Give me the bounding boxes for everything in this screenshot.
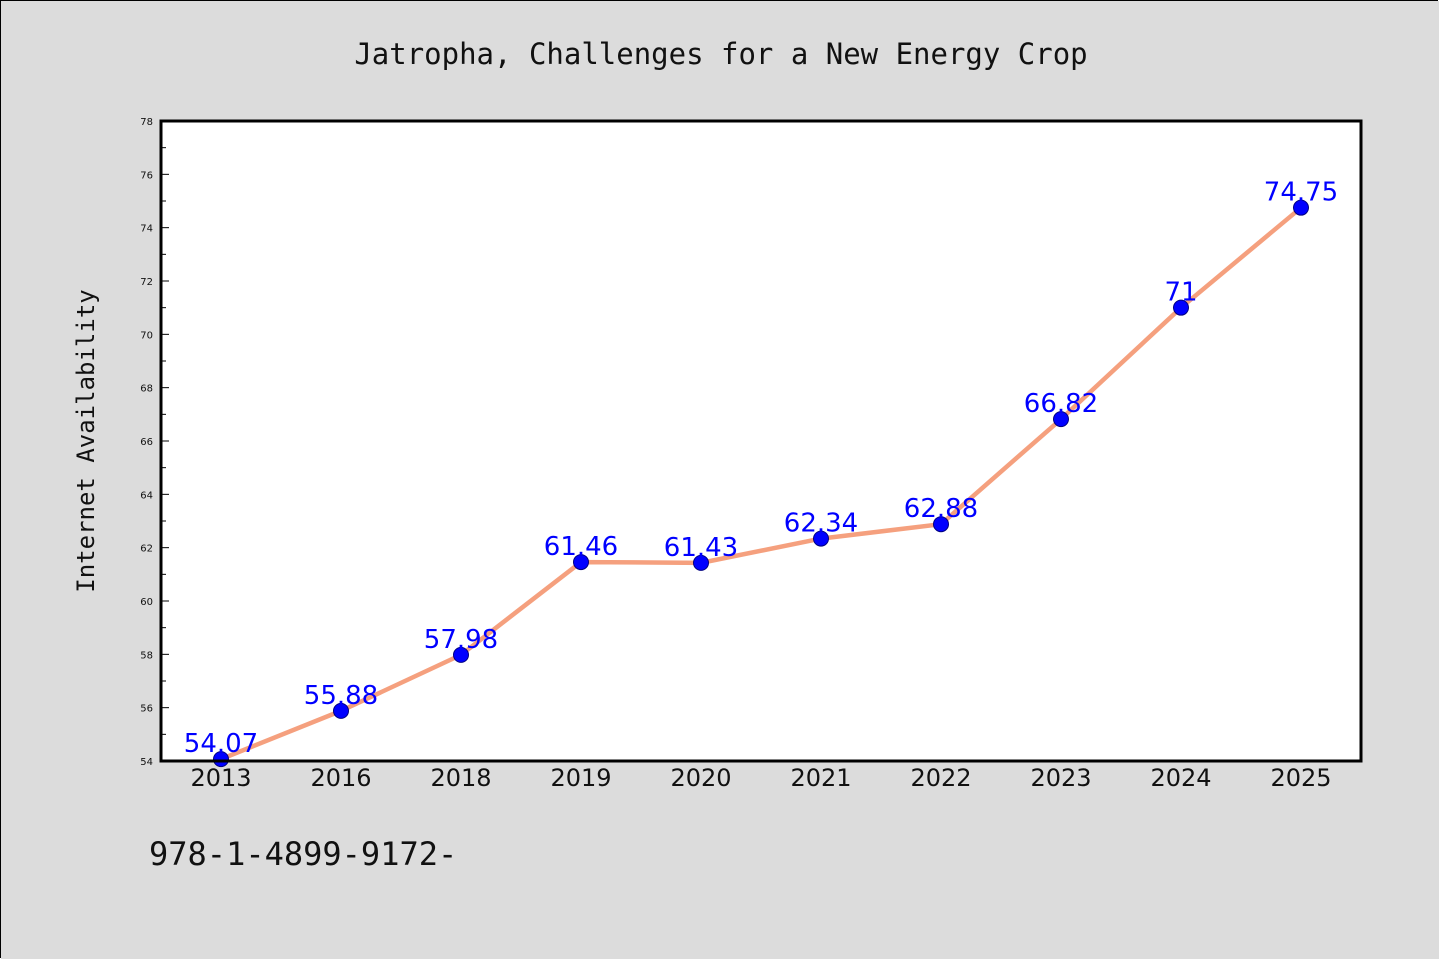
y-tick-label: 66 — [140, 437, 153, 448]
data-label: 61.46 — [544, 532, 618, 562]
plot-area — [161, 121, 1361, 761]
data-point — [693, 554, 709, 571]
x-tick-label: 2025 — [1270, 764, 1331, 792]
y-tick-label: 68 — [140, 384, 153, 395]
x-tick-label: 2022 — [910, 764, 971, 792]
x-tick-label: 2019 — [550, 764, 611, 792]
data-label: 66.82 — [1024, 389, 1098, 419]
data-label: 57.98 — [424, 625, 498, 655]
footer-isbn: 978-1-4899-9172- — [149, 835, 457, 873]
y-tick-label: 58 — [140, 650, 153, 661]
x-tick-label: 2021 — [790, 764, 851, 792]
x-tick-label: 2018 — [430, 764, 491, 792]
data-point — [813, 530, 829, 547]
data-point — [1293, 199, 1309, 216]
data-label: 61.43 — [664, 533, 738, 563]
data-point — [333, 702, 349, 719]
data-label: 55.88 — [304, 681, 378, 711]
y-axis-label: Internet Availability — [72, 289, 100, 592]
y-tick-label: 60 — [140, 597, 153, 608]
y-tick-label: 74 — [140, 224, 153, 235]
chart-title: Jatropha, Challenges for a New Energy Cr… — [354, 37, 1087, 71]
y-tick-label: 62 — [140, 544, 153, 555]
x-axis: 2013 2016 2018 2019 2020 2021 2022 2023 2024 2025 — [190, 764, 1331, 792]
x-tick-label: 2024 — [1150, 764, 1211, 792]
series-line — [218, 205, 1304, 762]
data-point — [573, 554, 589, 571]
x-tick-label: 2020 — [670, 764, 731, 792]
data-point — [453, 646, 469, 663]
data-points — [213, 199, 1309, 768]
data-point — [213, 751, 229, 768]
data-point — [1053, 411, 1069, 428]
x-tick-label: 2013 — [190, 764, 251, 792]
data-label: 74.75 — [1264, 178, 1338, 208]
data-label: 54.07 — [184, 729, 258, 759]
data-label: 62.88 — [904, 494, 978, 524]
data-point — [1173, 299, 1189, 316]
data-label: 62.34 — [784, 509, 858, 539]
y-tick-label: 54 — [140, 757, 153, 768]
y-tick-label: 56 — [140, 704, 153, 715]
data-labels: 54.07 55.88 57.98 61.46 61.43 62.34 62.88 66.82… — [184, 178, 1338, 759]
data-label: 71 — [1164, 278, 1197, 308]
y-tick-label: 72 — [140, 277, 153, 288]
series-line-group — [218, 205, 1304, 762]
y-tick-label: 64 — [140, 490, 153, 501]
x-tick-label: 2023 — [1030, 764, 1091, 792]
data-point — [933, 516, 949, 533]
y-tick-label: 76 — [140, 170, 153, 181]
x-tick-label: 2016 — [310, 764, 371, 792]
y-tick-label: 78 — [140, 117, 153, 128]
plot-frame — [159, 119, 1363, 763]
y-tick-label: 70 — [140, 330, 153, 341]
